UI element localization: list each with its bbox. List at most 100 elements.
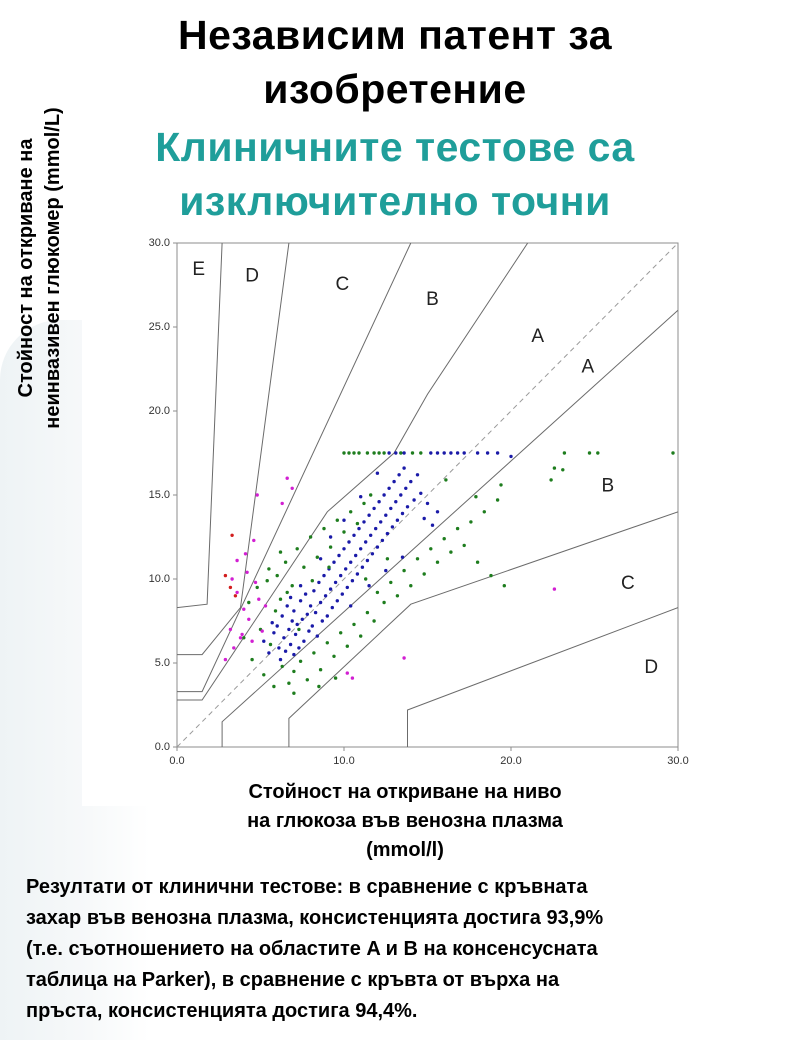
data-point-series-4 — [223, 573, 228, 578]
data-point-series-2 — [475, 560, 480, 564]
data-point-series-2 — [549, 478, 553, 482]
data-point-series-1 — [359, 495, 363, 499]
data-point-series-1 — [298, 599, 303, 603]
data-point-series-2 — [280, 664, 284, 669]
data-point-series-1 — [339, 573, 343, 578]
data-point-series-2 — [474, 495, 478, 499]
y-tick-label: 15.0 — [149, 489, 170, 501]
data-point-series-1 — [374, 526, 378, 531]
data-point-series-1 — [345, 585, 349, 590]
data-point-series-1 — [384, 513, 388, 517]
data-point-series-3 — [232, 646, 236, 650]
data-point-series-2 — [365, 610, 370, 615]
data-point-series-1 — [359, 547, 363, 551]
data-point-series-2 — [377, 451, 381, 455]
data-point-series-1 — [357, 526, 361, 531]
data-point-series-1 — [285, 604, 289, 608]
data-point-series-2 — [305, 678, 309, 682]
zone-label-c-8: C — [621, 573, 635, 594]
data-point-series-1 — [302, 639, 306, 643]
data-point-series-2 — [265, 579, 269, 583]
caption-line-2: захар във венозна плазма, консистенцията… — [26, 907, 604, 929]
data-point-series-2 — [255, 585, 259, 590]
data-point-series-1 — [349, 560, 353, 564]
data-point-series-1 — [385, 531, 390, 536]
data-point-series-2 — [399, 451, 403, 455]
data-point-series-1 — [400, 511, 405, 516]
data-point-series-1 — [288, 642, 293, 647]
page-subtitle-line-2: изключително точни — [179, 178, 611, 224]
data-point-series-1 — [370, 552, 375, 556]
data-point-series-1 — [272, 631, 276, 635]
data-point-series-2 — [369, 493, 373, 497]
data-point-series-1 — [399, 493, 403, 497]
results-caption: Резултати от клинични тестове: в сравнен… — [26, 872, 776, 1027]
data-point-series-2 — [339, 631, 343, 635]
data-point-series-2 — [285, 590, 289, 595]
data-point-series-2 — [278, 550, 283, 554]
zone-label-c-3: C — [335, 274, 349, 295]
data-point-series-2 — [587, 451, 592, 455]
data-point-series-2 — [469, 520, 473, 524]
data-point-series-1 — [462, 451, 466, 455]
zone-boundary-3 — [177, 243, 412, 693]
y-tick-label: 30.0 — [149, 237, 170, 249]
caption-line-1: Резултати от клинични тестове: в сравнен… — [26, 876, 588, 898]
data-point-series-2 — [297, 627, 301, 632]
data-point-series-1 — [384, 568, 388, 573]
zone-boundary-2 — [177, 243, 290, 656]
data-point-series-2 — [328, 545, 333, 549]
data-point-series-2 — [382, 600, 386, 605]
data-point-series-3 — [253, 580, 258, 585]
data-point-series-1 — [335, 599, 339, 603]
identity-reference-line — [177, 243, 678, 747]
data-point-series-1 — [317, 580, 321, 585]
data-point-series-2 — [365, 451, 370, 455]
data-point-series-3 — [240, 632, 244, 637]
data-point-series-2 — [318, 668, 323, 672]
data-point-series-2 — [272, 684, 276, 689]
data-point-series-2 — [359, 634, 363, 638]
data-point-series-4 — [233, 594, 238, 598]
data-point-series-1 — [387, 486, 391, 490]
data-point-series-2 — [268, 642, 273, 647]
data-point-series-1 — [379, 520, 383, 524]
zone-label-b-4: B — [426, 289, 439, 310]
x-tick-label: 0.0 — [169, 755, 184, 767]
data-point-series-2 — [385, 557, 390, 561]
data-point-series-1 — [262, 639, 266, 643]
data-point-series-3 — [350, 676, 355, 680]
data-point-series-2 — [402, 568, 406, 573]
data-point-series-1 — [449, 451, 453, 455]
data-point-series-3 — [223, 657, 228, 662]
y-tick-label: 5.0 — [155, 657, 170, 669]
data-point-series-2 — [482, 510, 486, 514]
data-point-series-1 — [442, 451, 446, 455]
data-point-series-1 — [435, 510, 440, 514]
x-tick-label: 30.0 — [667, 755, 688, 767]
data-point-series-2 — [349, 510, 353, 514]
data-point-series-2 — [298, 659, 303, 663]
data-point-series-2 — [347, 451, 351, 455]
y-tick-label: 10.0 — [149, 573, 170, 585]
x-axis-title-line-3: (mmol/l) — [366, 839, 444, 861]
zone-boundary-6 — [288, 511, 678, 747]
data-point-series-1 — [435, 451, 440, 455]
data-point-series-1 — [307, 629, 311, 633]
data-point-series-1 — [380, 538, 385, 543]
data-point-series-2 — [562, 451, 567, 455]
data-point-series-1 — [475, 451, 480, 455]
data-point-series-1 — [282, 636, 286, 640]
data-point-series-2 — [287, 681, 291, 685]
zone-label-d-9: D — [644, 657, 658, 678]
data-point-series-2 — [395, 594, 400, 598]
data-point-series-4 — [228, 585, 233, 590]
data-point-series-1 — [360, 565, 365, 569]
data-point-series-2 — [462, 543, 466, 548]
data-point-series-2 — [442, 537, 446, 541]
data-point-series-1 — [367, 584, 371, 588]
data-point-series-1 — [297, 646, 301, 650]
data-point-series-2 — [372, 451, 376, 455]
data-point-series-1 — [292, 609, 296, 613]
data-point-series-1 — [375, 471, 380, 475]
